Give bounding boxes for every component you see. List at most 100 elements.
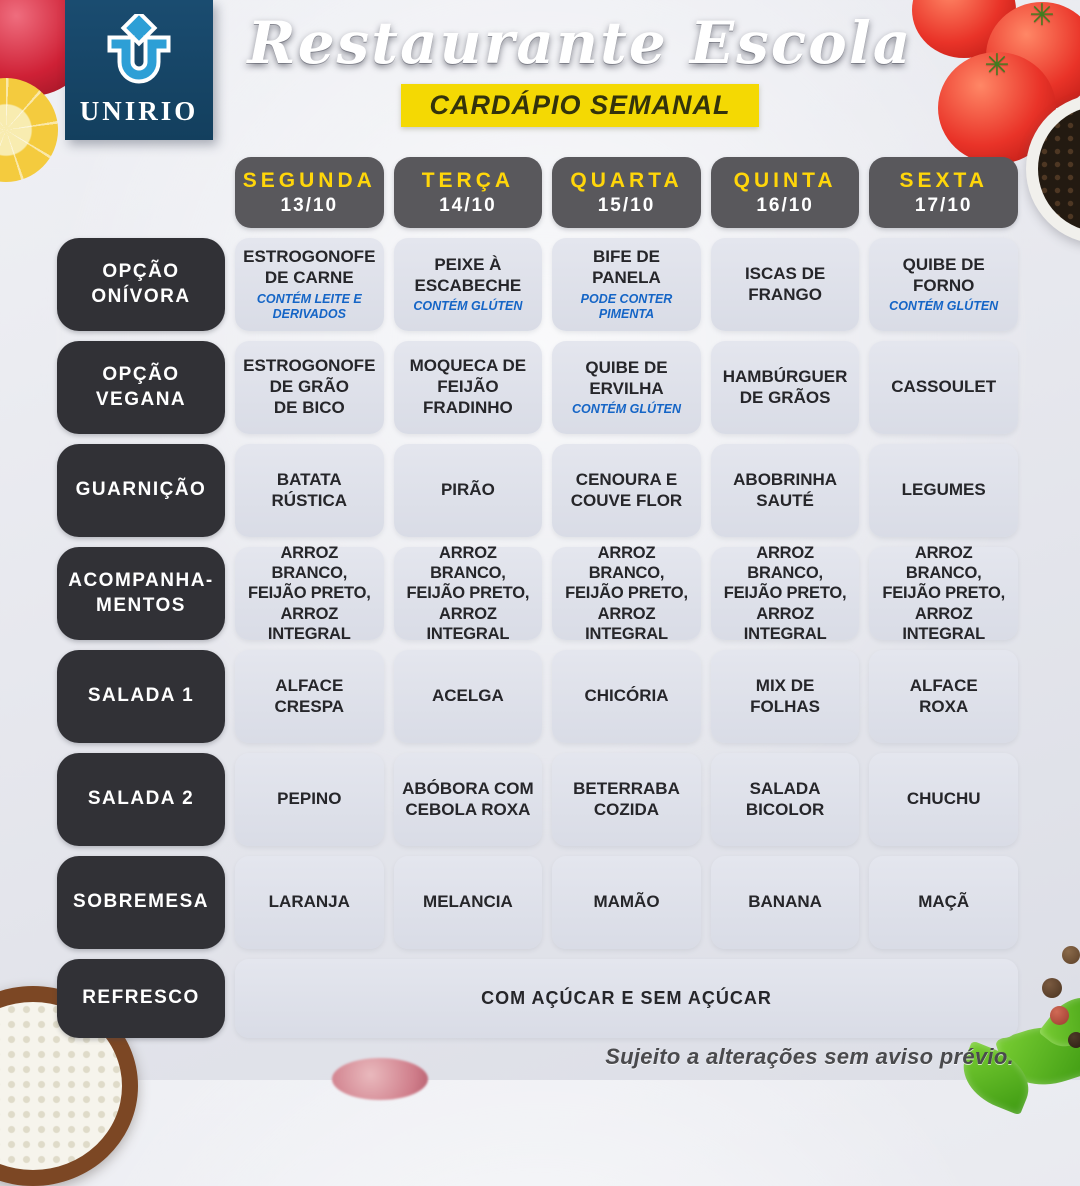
cell-text: PEIXE À ESCABECHE	[414, 254, 522, 295]
menu-cell: PEIXE À ESCABECHE CONTÉM GLÚTEN	[393, 238, 543, 331]
day-date: 17/10	[914, 194, 973, 216]
cell-text: BIFE DE PANELA	[592, 247, 661, 287]
menu-cell: MAÇÃ	[869, 856, 1018, 949]
row-label-text: ONÍVORA	[91, 285, 191, 307]
menu-cell: QUIBE DE FORNO CONTÉM GLÚTEN	[869, 238, 1018, 331]
day-name: QUARTA	[570, 168, 683, 192]
cell-text: LARANJA	[268, 892, 350, 912]
row-label-text: GUARNIÇÃO	[75, 479, 207, 501]
cell-text: ALFACE ROXA	[909, 675, 978, 716]
peppercorn-photo	[1050, 1006, 1069, 1025]
peppercorn-photo	[1042, 978, 1062, 998]
cell-allergen-note: CONTÉM GLÚTEN	[413, 299, 523, 314]
day-name: TERÇA	[421, 168, 515, 192]
cell-text: QUIBE DE FORNO	[902, 254, 985, 295]
day-date: 16/10	[756, 194, 814, 216]
cell-text: COM AÇÚCAR E SEM AÇÚCAR	[481, 987, 772, 1008]
cell-text: CHUCHU	[906, 789, 981, 809]
cell-allergen-note: CONTÉM GLÚTEN	[571, 402, 681, 417]
cell-text: ESTROGONOFE DE CARNE	[243, 247, 376, 287]
footer-disclaimer: Sujeito a alterações sem aviso prévio.	[605, 1044, 1014, 1069]
menu-cell: SALADA BICOLOR	[710, 753, 860, 846]
day-header: SEGUNDA 13/10	[235, 157, 384, 228]
menu-subtitle-banner: CARDÁPIO SEMANAL	[401, 83, 759, 127]
day-date: 14/10	[439, 194, 497, 216]
cell-text: MOQUECA DE FEIJÃO FRADINHO	[409, 356, 527, 417]
cell-text: CHICÓRIA	[584, 686, 669, 706]
menu-cell: ARROZ BRANCO, FEIJÃO PRETO, ARROZ INTEGR…	[710, 544, 860, 643]
row-label-text: SALADA 1	[87, 685, 195, 707]
cell-text: ARROZ BRANCO, FEIJÃO PRETO, ARROZ INTEGR…	[882, 544, 1006, 643]
day-header: QUINTA 16/10	[710, 157, 860, 228]
row-label: OPÇÃO ONÍVORA	[57, 238, 225, 331]
menu-cell: MOQUECA DE FEIJÃO FRADINHO	[393, 341, 543, 434]
menu-cell: BIFE DE PANELA PODE CONTER PIMENTA	[552, 238, 701, 331]
unirio-logo: UNIRIO	[65, 0, 213, 140]
cell-allergen-note: PODE CONTER PIMENTA	[580, 291, 673, 321]
page-title: Restaurante Escola	[247, 9, 913, 77]
cell-text: ARROZ BRANCO, FEIJÃO PRETO, ARROZ INTEGR…	[723, 544, 847, 643]
row-label-text: SOBREMESA	[73, 891, 209, 913]
menu-cell: ESTROGONOFE DE CARNE CONTÉM LEITE E DERIV…	[235, 238, 384, 331]
header: Restaurante Escola CARDÁPIO SEMANAL	[225, 9, 935, 127]
row-label-text: ACOMPANHA-	[68, 569, 214, 591]
menu-cell: LEGUMES	[869, 444, 1018, 537]
unirio-logo-text: UNIRIO	[79, 95, 199, 126]
cell-text: CASSOULET	[891, 377, 997, 397]
day-name: SEGUNDA	[242, 168, 376, 192]
menu-cell: QUIBE DE ERVILHA CONTÉM GLÚTEN	[552, 341, 701, 434]
day-name: QUINTA	[733, 168, 837, 192]
cell-text: ISCAS DE FRANGO	[744, 263, 826, 304]
refresco-cell: COM AÇÚCAR E SEM AÇÚCAR	[235, 959, 1018, 1038]
menu-cell: MELANCIA	[393, 856, 543, 949]
row-label: OPÇÃO VEGANA	[57, 341, 225, 434]
cell-text: QUIBE DE ERVILHA	[585, 357, 668, 398]
cell-text: LEGUMES	[901, 480, 986, 500]
row-label-text: MENTOS	[96, 594, 186, 616]
menu-cell: ARROZ BRANCO, FEIJÃO PRETO, ARROZ INTEGR…	[869, 544, 1018, 643]
row-label: GUARNIÇÃO	[57, 444, 225, 537]
day-date: 15/10	[597, 194, 656, 216]
row-label: ACOMPANHA- MENTOS	[57, 547, 225, 640]
row-label-text: OPÇÃO	[102, 260, 180, 282]
menu-cell: ARROZ BRANCO, FEIJÃO PRETO, ARROZ INTEGR…	[552, 544, 701, 643]
menu-grid: SEGUNDA 13/10 TERÇA 14/10 QUARTA 15/10 QUINTA 1…	[57, 157, 1018, 1038]
cell-text: MAMÃO	[593, 892, 660, 912]
cell-text: ACELGA	[432, 686, 504, 706]
menu-cell: ARROZ BRANCO, FEIJÃO PRETO, ARROZ INTEGR…	[393, 544, 543, 643]
menu-cell: MIX DE FOLHAS	[710, 650, 860, 743]
peppercorn-photo	[1062, 946, 1080, 964]
cell-text: HAMBÚRGUER DE GRÃOS	[722, 366, 848, 407]
cell-text: MAÇÃ	[918, 892, 970, 912]
day-header: SEXTA 17/10	[869, 157, 1018, 228]
cell-text: ARROZ BRANCO, FEIJÃO PRETO, ARROZ INTEGR…	[565, 544, 688, 643]
menu-cell: MAMÃO	[552, 856, 701, 949]
cell-text: ABÓBORA COM CEBOLA ROXA	[402, 778, 534, 819]
menu-cell: ALFACE CRESPA	[235, 650, 384, 743]
row-label: SALADA 2	[57, 753, 225, 846]
menu-cell: CHICÓRIA	[552, 650, 701, 743]
cell-text: ALFACE CRESPA	[274, 675, 345, 716]
row-label: REFRESCO	[57, 959, 225, 1038]
menu-cell: BATATA RÚSTICA	[235, 444, 384, 537]
menu-cell: ACELGA	[393, 650, 543, 743]
day-name: SEXTA	[899, 168, 988, 192]
menu-cell: HAMBÚRGUER DE GRÃOS	[710, 341, 860, 434]
menu-cell: CASSOULET	[869, 341, 1018, 434]
menu-cell: ABÓBORA COM CEBOLA ROXA	[393, 753, 543, 846]
row-label-text: REFRESCO	[82, 987, 200, 1009]
menu-cell: CHUCHU	[869, 753, 1018, 846]
cell-text: MELANCIA	[423, 892, 513, 912]
row-label-text: VEGANA	[95, 388, 187, 410]
cell-text: BANANA	[748, 892, 822, 912]
day-header: QUARTA 15/10	[552, 157, 701, 228]
menu-cell: ESTROGONOFE DE GRÃO DE BICO	[235, 341, 384, 434]
meat-photo	[332, 1058, 428, 1100]
cell-text: ARROZ BRANCO, FEIJÃO PRETO, ARROZ INTEGR…	[247, 544, 371, 643]
cell-text: ABOBRINHA SAUTÉ	[733, 469, 838, 510]
cell-text: SALADA BICOLOR	[745, 778, 825, 819]
menu-cell: BETERRABA COZIDA	[552, 753, 701, 846]
cell-allergen-note: CONTÉM LEITE E DERIVADOS	[256, 291, 362, 321]
day-header: TERÇA 14/10	[393, 157, 543, 228]
cell-text: MIX DE FOLHAS	[750, 675, 821, 716]
